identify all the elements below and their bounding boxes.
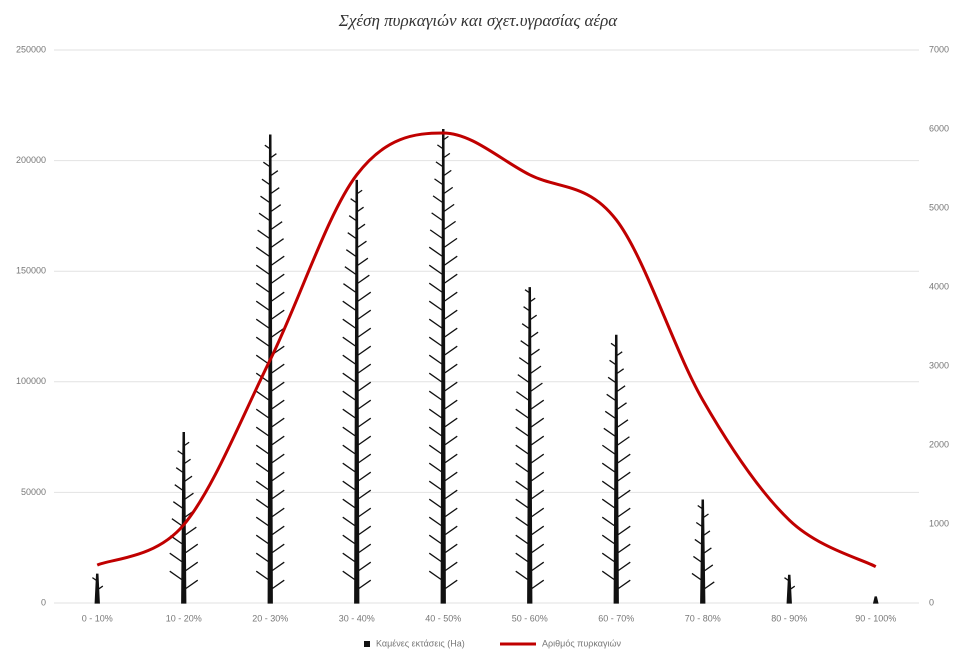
y2-tick-label: 3000 [929, 360, 949, 370]
y-tick-label: 250000 [16, 44, 46, 54]
line-series [96, 131, 877, 568]
y2-tick-label: 6000 [929, 123, 949, 133]
y-tick-label: 50000 [21, 487, 46, 497]
y2-tick-label: 1000 [929, 518, 949, 528]
x-tick-label: 10 - 20% [166, 613, 202, 623]
y2-tick-label: 0 [929, 597, 934, 607]
y2-tick-label: 7000 [929, 44, 949, 54]
x-tick-label: 0 - 10% [82, 613, 113, 623]
tree-bar [601, 334, 631, 604]
x-tick-label: 40 - 50% [425, 613, 461, 623]
tree-bar [784, 574, 796, 604]
tree-bar [428, 128, 458, 604]
tree-bar [515, 287, 545, 604]
legend-swatch [364, 641, 370, 647]
y2-tick-label: 2000 [929, 439, 949, 449]
y-tick-label: 200000 [16, 155, 46, 165]
tree-bar [342, 179, 372, 604]
y-tick-label: 150000 [16, 266, 46, 276]
y2-tick-label: 4000 [929, 281, 949, 291]
x-tick-label: 60 - 70% [598, 613, 634, 623]
x-tick-label: 20 - 30% [252, 613, 288, 623]
x-tick-label: 50 - 60% [512, 613, 548, 623]
tree-bar [169, 432, 199, 604]
x-tick-label: 90 - 100% [855, 613, 896, 623]
x-tick-label: 80 - 90% [771, 613, 807, 623]
chart-title: Σχέση πυρκαγιών και σχετ.υγρασίας αέρα [338, 11, 618, 30]
tree-bar [872, 596, 879, 604]
y2-tick-label: 5000 [929, 202, 949, 212]
y-tick-label: 100000 [16, 376, 46, 386]
y-tick-label: 0 [41, 597, 46, 607]
tree-bar [691, 499, 715, 604]
tree-bar [255, 134, 285, 604]
legend-label: Καμένες εκτάσεις (Ha) [376, 638, 465, 648]
x-tick-label: 70 - 80% [685, 613, 721, 623]
tree-bar [92, 573, 104, 604]
x-tick-label: 30 - 40% [339, 613, 375, 623]
legend-label: Αριθμός πυρκαγιών [542, 638, 622, 648]
